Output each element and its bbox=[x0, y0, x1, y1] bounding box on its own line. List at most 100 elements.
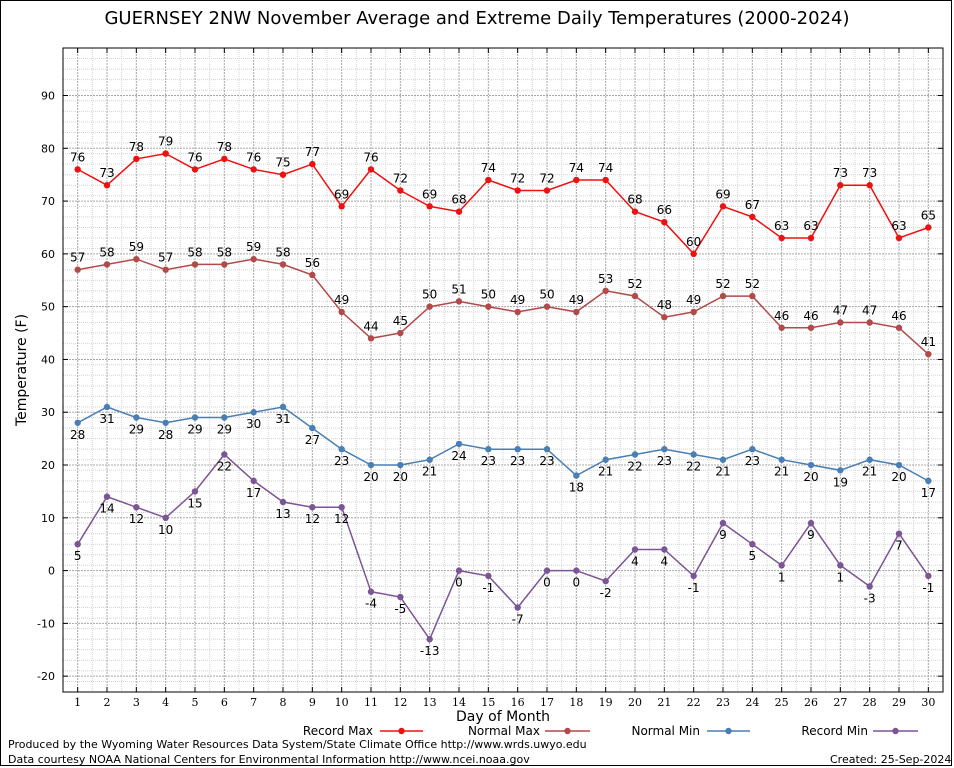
data-label-normal-max: 41 bbox=[921, 335, 936, 349]
data-label-normal-max: 51 bbox=[451, 282, 466, 296]
data-point-normal-max bbox=[749, 292, 756, 300]
data-point-record-max bbox=[162, 150, 169, 157]
series-record-max: 76 73 78 79 76 78 76 75 77 69 76 72 69 68 74 72 72 74 74 68… bbox=[70, 135, 936, 258]
legend-label-normal-min: Normal Min bbox=[631, 724, 700, 738]
x-tick-label: 19 bbox=[599, 696, 613, 709]
x-tick-label: 23 bbox=[716, 696, 730, 709]
footer-produced-by: Produced by the Wyoming Water Resources … bbox=[8, 738, 587, 751]
x-tick-label: 5 bbox=[192, 696, 199, 709]
data-point-normal-min bbox=[661, 445, 668, 453]
data-point-normal-max bbox=[690, 308, 697, 316]
data-point-record-max bbox=[514, 187, 521, 194]
data-label-record-min: 0 bbox=[573, 576, 581, 590]
data-label-normal-min: 18 bbox=[569, 481, 584, 495]
data-label-normal-max: 48 bbox=[657, 298, 672, 312]
y-tick-label: 60 bbox=[41, 248, 55, 261]
data-point-record-max bbox=[74, 166, 81, 173]
y-tick-label: 70 bbox=[41, 195, 55, 208]
data-label-record-min: 4 bbox=[661, 554, 669, 568]
data-point-record-min bbox=[925, 572, 932, 580]
data-label-record-min: -4 bbox=[365, 597, 377, 611]
x-tick-label: 12 bbox=[393, 696, 407, 709]
data-label-normal-max: 52 bbox=[627, 277, 642, 291]
data-point-normal-max bbox=[485, 303, 492, 310]
data-label-normal-min: 21 bbox=[774, 465, 789, 479]
data-label-record-max: 74 bbox=[598, 161, 613, 175]
data-point-normal-min bbox=[631, 451, 639, 458]
data-point-normal-max bbox=[221, 261, 228, 268]
series-line-normal-min bbox=[77, 406, 929, 482]
data-label-record-min: 12 bbox=[305, 512, 320, 526]
data-point-normal-max bbox=[661, 314, 668, 321]
data-point-record-max bbox=[279, 171, 287, 178]
data-label-record-max: 75 bbox=[275, 156, 290, 170]
data-point-record-min bbox=[807, 519, 815, 527]
legend-marker-normal-max bbox=[564, 727, 571, 735]
x-tick-label: 17 bbox=[540, 696, 554, 709]
plot-frame bbox=[62, 47, 944, 693]
x-tick-label: 22 bbox=[687, 696, 701, 709]
data-point-normal-max bbox=[631, 292, 639, 300]
data-point-normal-max bbox=[573, 308, 580, 316]
x-tick-label: 27 bbox=[833, 696, 847, 709]
data-point-record-max bbox=[103, 182, 111, 189]
data-label-normal-min: 24 bbox=[451, 449, 466, 463]
y-axis-label: Temperature (F) bbox=[14, 314, 30, 427]
data-label-normal-min: 22 bbox=[627, 459, 642, 473]
data-point-record-max bbox=[221, 155, 228, 163]
data-label-record-max: 74 bbox=[569, 161, 584, 175]
data-point-normal-min bbox=[719, 456, 727, 463]
data-label-record-max: 65 bbox=[921, 208, 936, 222]
legend-label-record-max: Record Max bbox=[303, 724, 373, 738]
data-point-normal-max bbox=[837, 319, 844, 326]
data-point-record-max bbox=[250, 166, 257, 173]
data-point-normal-max bbox=[719, 292, 727, 300]
data-label-record-min: 1 bbox=[778, 570, 786, 584]
data-point-record-min bbox=[485, 572, 492, 580]
data-label-normal-min: 28 bbox=[158, 428, 173, 442]
data-label-record-min: 1 bbox=[837, 570, 845, 584]
data-label-normal-max: 59 bbox=[246, 240, 261, 254]
data-point-record-min bbox=[309, 504, 316, 511]
data-point-record-min bbox=[661, 546, 668, 553]
data-point-normal-max bbox=[191, 261, 199, 268]
data-label-normal-min: 20 bbox=[803, 470, 818, 484]
data-label-normal-min: 23 bbox=[510, 454, 525, 468]
data-point-normal-max bbox=[895, 324, 903, 331]
data-label-record-min: 4 bbox=[631, 554, 639, 568]
x-tick-label: 4 bbox=[162, 696, 169, 709]
data-point-record-min bbox=[573, 567, 580, 574]
data-label-record-min: -5 bbox=[394, 602, 406, 616]
x-tick-label: 24 bbox=[745, 696, 759, 709]
data-point-normal-max bbox=[133, 255, 140, 263]
data-point-normal-min bbox=[514, 445, 521, 453]
y-tick-label: 40 bbox=[41, 353, 55, 366]
data-point-record-max bbox=[543, 187, 551, 194]
data-label-normal-min: 20 bbox=[891, 470, 906, 484]
data-label-normal-max: 53 bbox=[598, 272, 613, 286]
data-label-record-min: 5 bbox=[74, 549, 82, 563]
data-label-normal-max: 57 bbox=[70, 251, 85, 265]
data-label-record-max: 63 bbox=[774, 219, 789, 233]
data-point-record-min bbox=[749, 540, 756, 548]
x-tick-label: 10 bbox=[335, 696, 349, 709]
major-grid bbox=[63, 48, 943, 692]
data-point-record-min bbox=[191, 488, 199, 495]
data-label-record-max: 76 bbox=[363, 150, 378, 164]
data-label-record-max: 77 bbox=[305, 145, 320, 159]
data-label-record-min: 22 bbox=[217, 459, 232, 473]
y-tick-label: 50 bbox=[41, 301, 55, 314]
data-point-normal-min bbox=[455, 440, 463, 448]
data-label-record-min: 12 bbox=[129, 512, 144, 526]
data-label-normal-max: 59 bbox=[129, 240, 144, 254]
data-label-normal-max: 49 bbox=[510, 293, 525, 307]
data-point-normal-min bbox=[338, 445, 345, 453]
data-label-record-min: 13 bbox=[275, 507, 290, 521]
series-line-record-max bbox=[77, 152, 929, 256]
data-label-normal-min: 28 bbox=[70, 428, 85, 442]
data-point-record-max bbox=[778, 234, 785, 242]
x-tick-label: 11 bbox=[364, 696, 378, 709]
data-label-record-min: 0 bbox=[455, 576, 463, 590]
y-tick-label: 10 bbox=[41, 512, 55, 525]
data-label-record-min: 17 bbox=[246, 486, 261, 500]
